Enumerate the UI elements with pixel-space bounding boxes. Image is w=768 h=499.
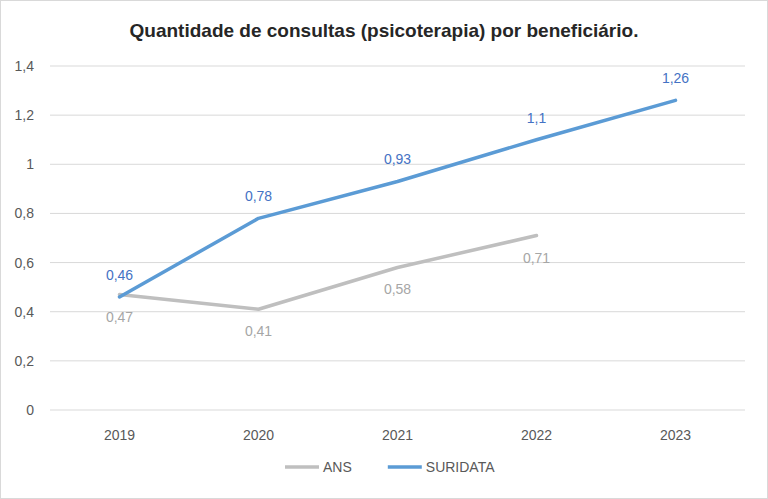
chart-svg: Quantidade de consultas (psicoterapia) p… xyxy=(0,0,768,499)
grid-line xyxy=(50,115,745,116)
x-tick-label: 2020 xyxy=(243,427,274,443)
y-tick-label: 0 xyxy=(26,402,34,418)
series-line xyxy=(120,236,537,310)
legend-swatch xyxy=(388,465,422,469)
x-tick-label: 2021 xyxy=(382,427,413,443)
x-axis: 2019 2020 2021 2022 2023 xyxy=(104,427,691,443)
legend-label: SURIDATA xyxy=(426,459,495,475)
series-line xyxy=(120,100,676,297)
data-label: 0,93 xyxy=(384,151,411,167)
chart-container: Quantidade de consultas (psicoterapia) p… xyxy=(0,0,768,499)
x-tick-label: 2019 xyxy=(104,427,135,443)
data-label: 1,1 xyxy=(527,110,547,126)
chart-frame xyxy=(1,1,768,499)
data-label: 0,71 xyxy=(523,250,550,266)
data-labels: 0,47 0,41 0,58 0,71 0,46 0,78 0,93 1,1 1,26 xyxy=(106,70,689,339)
x-tick-label: 2022 xyxy=(521,427,552,443)
y-tick-label: 0,2 xyxy=(15,353,35,369)
y-tick-label: 1 xyxy=(26,156,34,172)
y-tick-label: 0,4 xyxy=(15,304,35,320)
y-tick-label: 1,2 xyxy=(15,107,35,123)
grid-line xyxy=(50,66,745,67)
data-label: 1,26 xyxy=(662,70,689,86)
y-tick-label: 1,4 xyxy=(15,58,35,74)
legend-swatch xyxy=(285,465,319,469)
data-label: 0,58 xyxy=(384,281,411,297)
grid-line xyxy=(50,311,745,312)
grid-line xyxy=(50,262,745,263)
grid-line xyxy=(50,360,745,361)
y-tick-label: 0,6 xyxy=(15,255,35,271)
legend-label: ANS xyxy=(323,459,352,475)
grid-line xyxy=(50,410,745,411)
y-tick-label: 0,8 xyxy=(15,205,35,221)
grid-line xyxy=(50,213,745,214)
data-label: 0,78 xyxy=(245,188,272,204)
chart-title: Quantidade de consultas (psicoterapia) p… xyxy=(130,20,639,41)
y-axis: 0 0,2 0,4 0,6 0,8 1 1,2 1,4 xyxy=(15,58,745,418)
x-tick-label: 2023 xyxy=(660,427,691,443)
data-label: 0,46 xyxy=(106,267,133,283)
data-label: 0,41 xyxy=(245,323,272,339)
legend: ANS SURIDATA xyxy=(285,459,495,475)
series-group xyxy=(120,100,676,309)
data-label: 0,47 xyxy=(106,309,133,325)
